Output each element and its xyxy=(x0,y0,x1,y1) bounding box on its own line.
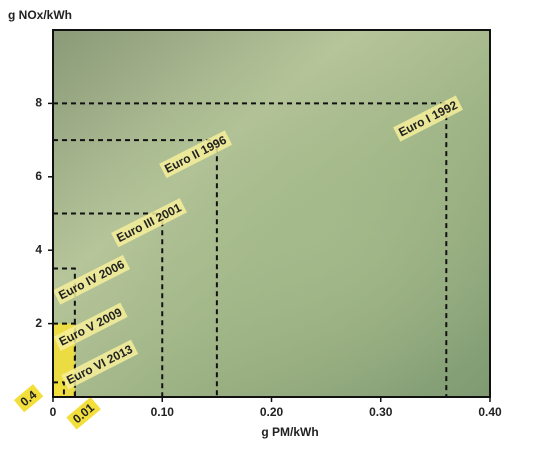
series-label-bg xyxy=(111,198,187,248)
series-label-bg xyxy=(61,339,139,390)
value-tag: 0.4 xyxy=(13,384,44,413)
x-tick-label: 0 xyxy=(50,405,57,419)
y-tick-label: 6 xyxy=(35,169,42,183)
value-tag-bg xyxy=(66,396,101,430)
series-label-bg xyxy=(393,95,464,142)
x-axis-label: g PM/kWh xyxy=(261,425,318,439)
limit-box xyxy=(53,322,76,397)
x-tick-label: 0.10 xyxy=(151,405,175,419)
y-tick-label: 8 xyxy=(35,96,42,110)
y-tick-label: 2 xyxy=(35,316,42,330)
series-label-bg xyxy=(53,302,128,351)
y-tick-label: 4 xyxy=(35,242,42,256)
limit-box xyxy=(53,102,448,397)
limit-fill xyxy=(53,382,64,397)
series-label-bg xyxy=(53,254,131,305)
limit-box xyxy=(53,381,65,397)
x-tick-label: 0.40 xyxy=(478,405,502,419)
value-tag: 0.01 xyxy=(66,396,101,430)
series-label-bg xyxy=(159,130,233,179)
x-tick-label: 0.20 xyxy=(260,405,284,419)
y-axis-label: g NOx/kWh xyxy=(8,8,72,22)
limit-box xyxy=(53,267,76,397)
plot-frame xyxy=(52,29,491,398)
value-tag-bg xyxy=(13,384,44,413)
x-tick-label: 0.30 xyxy=(369,405,393,419)
